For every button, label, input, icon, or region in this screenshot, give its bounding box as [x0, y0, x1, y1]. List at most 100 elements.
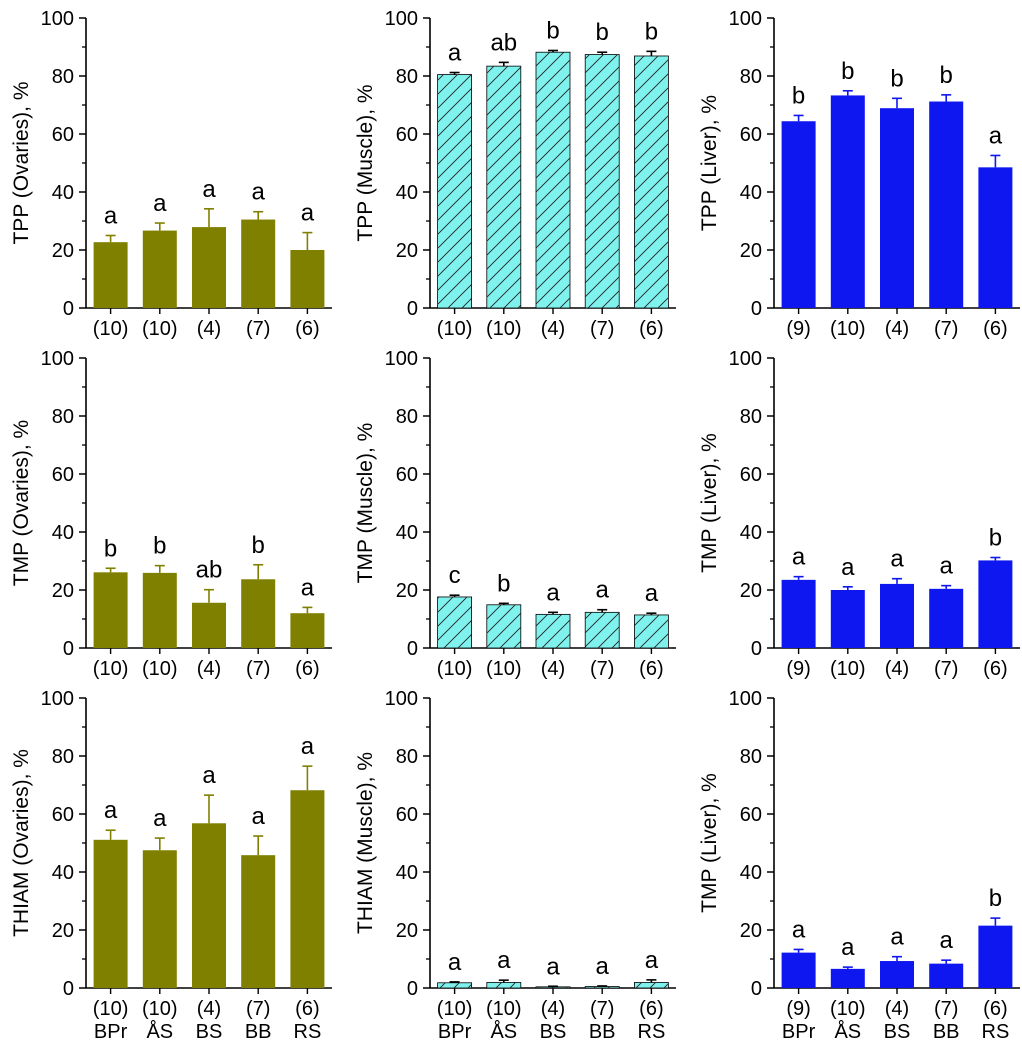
significance-letter: ab	[490, 29, 517, 56]
significance-letter: b	[940, 62, 953, 89]
sample-size-label: (4)	[541, 658, 565, 680]
sample-size-label: (10)	[486, 318, 522, 340]
sample-size-label: (10)	[830, 998, 866, 1020]
significance-letter: a	[940, 927, 954, 954]
category-label: BB	[589, 1021, 616, 1043]
y-tick-label: 100	[729, 348, 762, 370]
sample-size-label: (10)	[93, 318, 129, 340]
significance-letter: b	[252, 532, 265, 559]
y-tick-label: 100	[385, 688, 418, 710]
sample-size-label: (6)	[639, 998, 663, 1020]
category-label: RS	[982, 1021, 1010, 1043]
bar-hatch	[536, 52, 570, 308]
y-tick-label: 60	[740, 804, 762, 826]
significance-letter: b	[104, 535, 117, 562]
y-tick-label: 80	[396, 406, 418, 428]
significance-letter: b	[645, 18, 658, 45]
bar	[290, 250, 325, 308]
bar	[192, 602, 226, 648]
bar	[192, 227, 226, 308]
y-tick-label: 40	[740, 182, 762, 204]
significance-letter: a	[546, 579, 560, 606]
sample-size-label: (6)	[295, 998, 319, 1020]
significance-letter: a	[841, 554, 855, 581]
significance-letter: a	[104, 797, 118, 824]
significance-letter: c	[449, 562, 461, 589]
bar	[192, 823, 226, 988]
sample-size-label: (10)	[830, 658, 866, 680]
bar-hatch	[634, 982, 669, 988]
y-tick-label: 60	[740, 464, 762, 486]
y-tick-label: 20	[740, 920, 762, 942]
category-label: RS	[294, 1021, 322, 1043]
significance-letter: a	[841, 934, 855, 961]
y-tick-label: 0	[751, 638, 762, 660]
y-tick-label: 40	[52, 862, 74, 884]
y-tick-label: 40	[740, 522, 762, 544]
sample-size-label: (7)	[934, 658, 958, 680]
y-axis-title: TMP (Liver), %	[698, 773, 721, 913]
significance-letter: a	[645, 580, 659, 607]
bar	[978, 560, 1013, 648]
y-tick-label: 60	[52, 464, 74, 486]
significance-letter: a	[301, 200, 315, 227]
y-tick-label: 40	[396, 862, 418, 884]
sample-size-label: (10)	[830, 318, 866, 340]
y-axis-title: TPP (Muscle), %	[354, 84, 377, 241]
bar	[142, 572, 177, 648]
y-tick-label: 20	[52, 580, 74, 602]
significance-letter: b	[153, 533, 166, 560]
bar	[880, 583, 914, 648]
sample-size-label: (9)	[786, 318, 810, 340]
sample-size-label: (9)	[786, 658, 810, 680]
significance-letter: a	[792, 544, 806, 571]
chart-panel-6: 0 20 40 60 80 100 TMP (Liver), % a (9) a (10) a (4) a…	[698, 348, 1020, 680]
significance-letter: b	[989, 525, 1002, 552]
bar-hatch	[437, 982, 472, 988]
bar-hatch	[585, 54, 620, 308]
bar-hatch	[437, 596, 472, 648]
sample-size-label: (10)	[486, 998, 522, 1020]
y-tick-label: 100	[729, 8, 762, 30]
bar-hatch	[634, 614, 669, 648]
y-tick-label: 60	[396, 464, 418, 486]
y-tick-label: 0	[751, 978, 762, 1000]
bar-hatch	[634, 55, 669, 308]
sample-size-label: (4)	[885, 658, 909, 680]
bar-hatch	[536, 614, 570, 648]
sample-size-label: (4)	[197, 998, 221, 1020]
significance-letter: a	[301, 733, 315, 760]
bar	[781, 121, 816, 309]
category-label: ÅS	[490, 1020, 517, 1043]
sample-size-label: (4)	[885, 318, 909, 340]
y-tick-label: 0	[63, 638, 74, 660]
y-tick-label: 80	[740, 746, 762, 768]
sample-size-label: (10)	[142, 658, 178, 680]
chart-panel-1: 0 20 40 60 80 100 TPP (Ovaries), % a (10) a (10) a (…	[10, 8, 332, 340]
y-tick-label: 60	[396, 804, 418, 826]
y-tick-label: 20	[396, 580, 418, 602]
y-axis-title: TPP (Liver), %	[698, 95, 721, 231]
y-tick-label: 80	[396, 66, 418, 88]
sample-size-label: (10)	[486, 658, 522, 680]
bar	[781, 952, 816, 988]
chart-panel-2: 0 20 40 60 80 100 TPP (Muscle), % a (10) ab (10) b (…	[354, 8, 676, 340]
y-tick-label: 20	[740, 580, 762, 602]
significance-letter: a	[104, 203, 118, 230]
y-tick-label: 60	[740, 124, 762, 146]
significance-letter: a	[989, 122, 1003, 149]
significance-letter: ab	[196, 557, 223, 584]
y-tick-label: 80	[52, 406, 74, 428]
sample-size-label: (4)	[541, 998, 565, 1020]
significance-letter: b	[546, 17, 559, 44]
bar-hatch	[437, 74, 472, 308]
sample-size-label: (7)	[246, 658, 270, 680]
y-tick-label: 80	[740, 406, 762, 428]
sample-size-label: (10)	[93, 658, 129, 680]
bar-hatch	[536, 986, 570, 988]
bar	[241, 579, 276, 648]
y-tick-label: 80	[396, 746, 418, 768]
y-tick-label: 0	[63, 978, 74, 1000]
